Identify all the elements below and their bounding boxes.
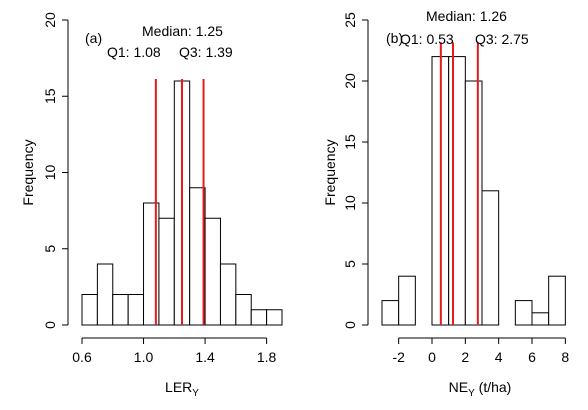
x-tick-label: -2 xyxy=(392,349,405,365)
y-tick-label: 5 xyxy=(42,245,58,253)
x-axis-label-subscript: Y xyxy=(468,388,475,399)
panel-b: 0 5 10 15 20 25 -2 0 2 4 6 8 Frequency NEY (t/ha) (b) M… xyxy=(322,8,569,399)
histogram-bar xyxy=(266,309,283,326)
median-annotation: Median: 1.25 xyxy=(142,23,223,39)
histogram-bar xyxy=(81,294,98,326)
y-tick-label: 15 xyxy=(42,88,58,104)
x-tick-label: 2 xyxy=(461,349,469,365)
x-tick-label: 1.0 xyxy=(134,349,154,365)
y-tick-label: 5 xyxy=(342,260,358,268)
x-tick-label: 6 xyxy=(528,349,536,365)
y-tick-label: 10 xyxy=(42,165,58,181)
histogram-bar xyxy=(481,190,500,326)
histogram-bar xyxy=(398,275,416,326)
histogram-bar xyxy=(464,80,483,326)
histogram-bar xyxy=(514,300,533,326)
histogram-bar xyxy=(235,294,252,326)
median-annotation: Median: 1.26 xyxy=(426,8,507,24)
x-tick-label: 1.4 xyxy=(195,349,215,365)
y-tick-label: 0 xyxy=(342,321,358,329)
histogram-bar xyxy=(531,312,550,326)
histogram-bar xyxy=(219,263,237,326)
histogram-bar xyxy=(250,309,268,326)
x-axis-label-unit: (t/ha) xyxy=(475,379,512,395)
histogram-bar xyxy=(96,263,114,326)
y-axis-label: Frequency xyxy=(20,139,36,205)
x-tick-label: 0 xyxy=(428,349,436,365)
x-tick-label: 1.8 xyxy=(257,349,277,365)
y-tick-label: 25 xyxy=(342,12,358,28)
histogram-bar xyxy=(127,294,145,326)
q3-annotation: Q3: 1.39 xyxy=(179,44,233,60)
y-tick-label: 10 xyxy=(342,195,358,211)
x-tick-label: 8 xyxy=(561,349,569,365)
y-tick-label: 15 xyxy=(342,134,358,150)
q3-annotation: Q3: 2.75 xyxy=(475,31,529,47)
panel-label: (a) xyxy=(85,30,102,46)
q1-annotation: Q1: 0.53 xyxy=(400,31,454,47)
histogram-bar xyxy=(204,217,221,326)
panel-label: (b) xyxy=(386,30,403,46)
y-tick-label: 0 xyxy=(42,321,58,329)
histogram-bar xyxy=(381,300,400,326)
x-axis-label: NEY (t/ha) xyxy=(449,379,512,399)
x-tick-label: 0.6 xyxy=(72,349,92,365)
histogram-bar xyxy=(112,294,129,326)
x-axis-label-main: NE xyxy=(449,379,468,395)
histogram-bar xyxy=(158,217,175,326)
x-axis-label-subscript: Y xyxy=(192,388,199,399)
y-tick-label: 20 xyxy=(342,73,358,89)
y-axis-label: Frequency xyxy=(322,139,338,205)
x-tick-label: 4 xyxy=(495,349,503,365)
histogram-bar xyxy=(548,275,566,326)
q1-annotation: Q1: 1.08 xyxy=(107,44,161,60)
x-axis-label: LERY xyxy=(165,379,199,399)
y-tick-label: 20 xyxy=(42,12,58,28)
x-axis-label-main: LER xyxy=(165,379,192,395)
histogram-bar xyxy=(448,56,466,326)
panel-a: 0 5 10 15 20 0.6 1.0 1.4 1.8 Frequency LERY (a) Medi… xyxy=(20,12,283,399)
